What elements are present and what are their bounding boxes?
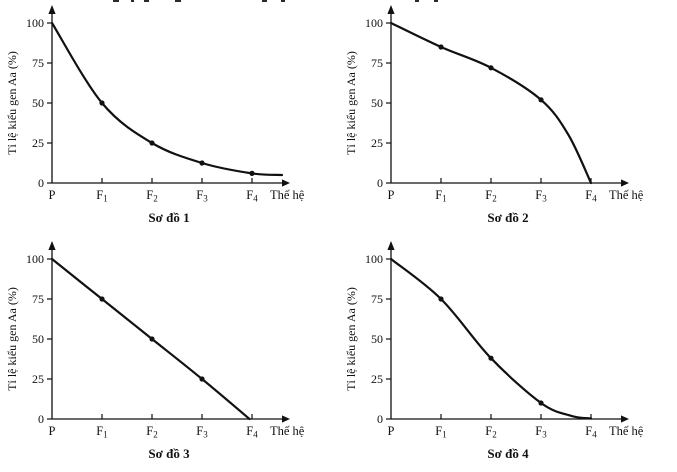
data-point xyxy=(438,44,444,50)
x-tick-label: F2 xyxy=(485,188,496,204)
data-point xyxy=(199,376,205,382)
x-axis-arrow xyxy=(621,179,629,187)
x-axis-title: Thế hệ xyxy=(609,188,644,202)
data-curve xyxy=(389,21,593,185)
y-tick-label: 100 xyxy=(26,16,44,30)
y-axis-arrow xyxy=(387,241,395,250)
y-tick-label: 100 xyxy=(365,16,383,30)
cropped-text-fragment xyxy=(144,0,149,2)
x-tick-label: F3 xyxy=(535,188,547,204)
x-tick-label: F3 xyxy=(196,424,208,440)
data-point xyxy=(538,97,544,103)
x-tick-label: F3 xyxy=(196,188,208,204)
cropped-text-fragment xyxy=(131,0,134,2)
data-curve xyxy=(389,257,593,420)
y-tick-label: 50 xyxy=(32,96,44,110)
chart-caption-1: Sơ đồ 1 xyxy=(148,210,190,225)
data-point xyxy=(488,355,494,361)
x-tick-label: F4 xyxy=(585,424,597,440)
y-tick-label: 50 xyxy=(371,332,383,346)
x-tick-label: P xyxy=(49,188,56,202)
x-tick-label: F4 xyxy=(585,188,597,204)
y-tick-label: 50 xyxy=(32,332,44,346)
data-point xyxy=(199,160,205,166)
x-axis-title: Thế hệ xyxy=(270,188,305,202)
chart-caption-3: Sơ đồ 3 xyxy=(148,446,190,461)
data-curve xyxy=(50,21,284,177)
y-tick-label: 0 xyxy=(377,176,383,190)
data-point xyxy=(99,100,105,106)
y-axis-title: Tỉ lệ kiểu gen Aa (%) xyxy=(344,51,358,155)
chart-caption-4: Sơ đồ 4 xyxy=(487,446,529,461)
data-point xyxy=(99,296,105,302)
x-tick-label: F1 xyxy=(435,188,446,204)
chart-caption-2: Sơ đồ 2 xyxy=(487,210,529,225)
x-tick-label: P xyxy=(388,188,395,202)
cropped-text-fragment xyxy=(175,0,181,2)
data-point xyxy=(488,65,494,71)
x-tick-label: F4 xyxy=(246,188,258,204)
y-tick-label: 25 xyxy=(32,372,44,386)
x-tick-label: F1 xyxy=(96,188,107,204)
y-axis-arrow xyxy=(387,5,395,14)
x-tick-label: F4 xyxy=(246,424,258,440)
line-plot-3: 0 25 50 75 100 P F1 F2 F3 F4 Thế hệ Tỉ lệ kiểu gen … xyxy=(5,241,305,440)
line-plot-4: 0 25 50 75 100 P F1 F2 F3 F4 Thế hệ Tỉ lệ kiểu gen … xyxy=(344,241,644,440)
x-tick-label: F1 xyxy=(435,424,446,440)
x-tick-label: P xyxy=(388,424,395,438)
data-point xyxy=(249,170,255,176)
x-tick-label: F1 xyxy=(96,424,107,440)
x-axis-title: Thế hệ xyxy=(270,424,305,438)
y-axis-arrow xyxy=(48,5,56,14)
cropped-text-fragment xyxy=(262,0,267,2)
cropped-text-fragment xyxy=(415,0,419,2)
x-axis-arrow xyxy=(621,415,629,423)
y-tick-label: 0 xyxy=(38,412,44,426)
y-tick-label: 25 xyxy=(371,372,383,386)
chart-so-do-3: 0 25 50 75 100 P F1 F2 F3 F4 Thế hệ Tỉ lệ kiểu gen … xyxy=(0,236,338,472)
y-tick-label: 50 xyxy=(371,96,383,110)
x-tick-label: F3 xyxy=(535,424,547,440)
x-axis-arrow xyxy=(282,415,290,423)
x-tick-label: F2 xyxy=(146,424,157,440)
y-axis-arrow xyxy=(48,241,56,250)
data-point xyxy=(438,296,444,302)
y-tick-label: 0 xyxy=(377,412,383,426)
x-axis-title: Thế hệ xyxy=(609,424,644,438)
y-tick-label: 100 xyxy=(26,252,44,266)
chart-so-do-1: 0 25 50 75 100 P F1 F2 F3 F4 Thế hệ Tỉ lệ kiểu gen … xyxy=(0,0,338,236)
x-axis-arrow xyxy=(282,179,290,187)
cropped-text-fragment xyxy=(113,0,119,2)
cropped-text-fragment xyxy=(434,0,438,2)
y-tick-label: 100 xyxy=(365,252,383,266)
data-point xyxy=(149,140,155,146)
y-tick-label: 75 xyxy=(32,56,44,70)
y-tick-label: 0 xyxy=(38,176,44,190)
x-tick-label: F2 xyxy=(485,424,496,440)
chart-so-do-2: 0 25 50 75 100 P F1 F2 F3 F4 Thế hệ Tỉ lệ kiểu gen … xyxy=(339,0,677,236)
y-axis-title: Tỉ lệ kiểu gen Aa (%) xyxy=(344,287,358,391)
x-tick-label: P xyxy=(49,424,56,438)
line-plot-2: 0 25 50 75 100 P F1 F2 F3 F4 Thế hệ Tỉ lệ kiểu gen … xyxy=(344,5,644,204)
y-tick-label: 25 xyxy=(371,136,383,150)
x-tick-label: F2 xyxy=(146,188,157,204)
y-tick-label: 25 xyxy=(32,136,44,150)
cropped-text-fragment xyxy=(281,0,285,2)
cropped-top-text xyxy=(0,0,677,3)
y-tick-label: 75 xyxy=(32,292,44,306)
y-axis-title: Tỉ lệ kiểu gen Aa (%) xyxy=(5,51,19,155)
data-point xyxy=(538,400,544,406)
chart-so-do-4: 0 25 50 75 100 P F1 F2 F3 F4 Thế hệ Tỉ lệ kiểu gen … xyxy=(339,236,677,472)
line-plot-1: 0 25 50 75 100 P F1 F2 F3 F4 Thế hệ Tỉ lệ kiểu gen … xyxy=(5,5,305,204)
y-axis-title: Tỉ lệ kiểu gen Aa (%) xyxy=(5,287,19,391)
y-tick-label: 75 xyxy=(371,56,383,70)
data-point xyxy=(149,336,155,342)
y-tick-label: 75 xyxy=(371,292,383,306)
